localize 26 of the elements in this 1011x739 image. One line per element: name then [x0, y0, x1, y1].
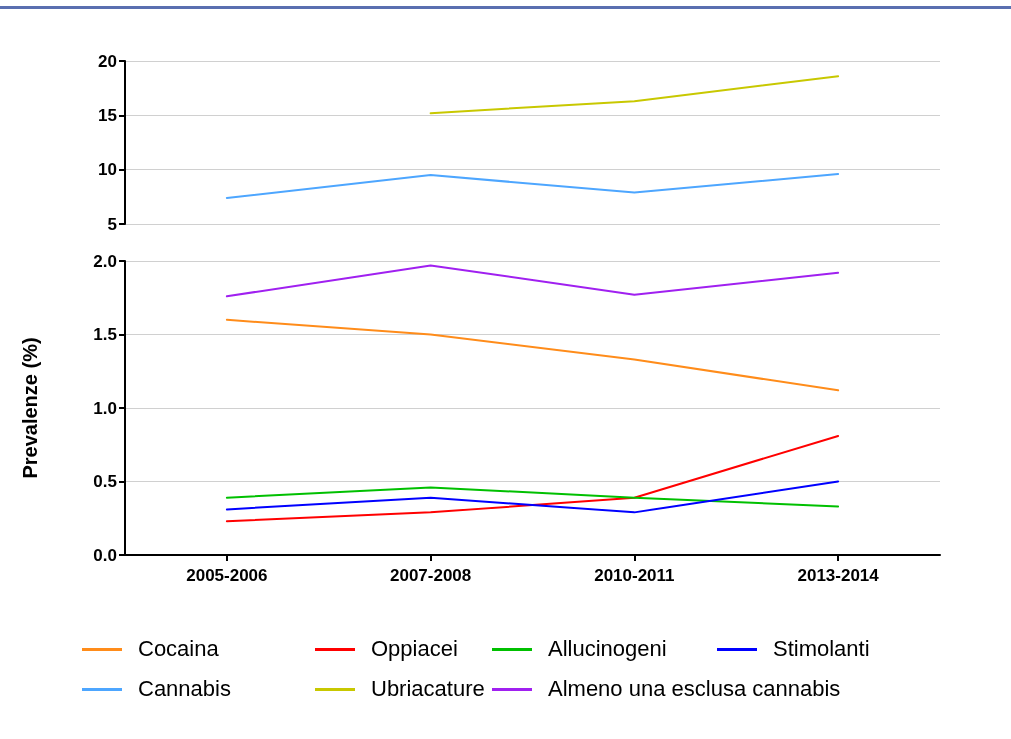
legend-label: Ubriacature [371, 676, 485, 702]
line-series [225, 318, 840, 392]
x-tick-label: 2013-2014 [797, 566, 880, 585]
y-tick-label: 0.0 [93, 545, 117, 565]
legend-label: Almeno una esclusa cannabis [548, 676, 841, 702]
x-tick-label: 2005-2006 [186, 566, 268, 585]
line-series [225, 264, 840, 298]
y-tick-label: 0.5 [93, 472, 117, 491]
y-axis-title: Prevalenze (%) [19, 337, 41, 479]
y-tick-label: 1.5 [93, 325, 117, 344]
legend-label: Stimolanti [773, 636, 870, 662]
y-tick-label: 2.0 [93, 251, 117, 271]
legend-label: Cannabis [138, 676, 231, 702]
y-tick-label: 10 [98, 160, 117, 180]
y-tick-label: 20 [98, 51, 117, 71]
legend-label: Cocaina [138, 636, 219, 662]
legend-label: Oppiacei [371, 636, 458, 662]
legend-label: Allucinogeni [548, 636, 667, 662]
x-tick-label: 2007-2008 [389, 566, 472, 585]
line-series [225, 173, 840, 199]
x-tick-label: 2010-2011 [594, 566, 675, 585]
y-tick-label: 1.0 [93, 398, 117, 418]
y-tick-label: 5 [107, 214, 117, 234]
y-tick-label: 15 [98, 105, 117, 125]
line-series [225, 480, 840, 514]
line-series [225, 434, 840, 523]
